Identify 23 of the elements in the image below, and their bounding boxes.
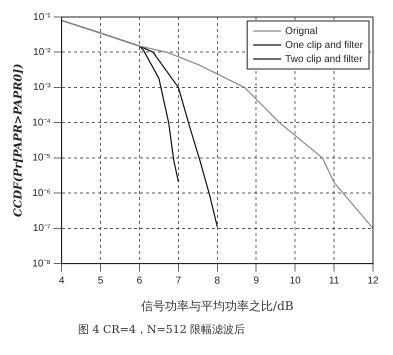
legend-label: Orignal: [285, 26, 318, 37]
x-tick-label: 8: [214, 275, 221, 286]
y-tick-label: 10⁻²: [33, 46, 52, 58]
y-tick-label: 10⁻⁸: [32, 258, 51, 270]
y-axis-title: CCDF(Pr[PAPR>PAPR0]): [11, 64, 24, 218]
x-tick-label: 11: [328, 275, 340, 286]
y-tick-label: 10⁻³: [33, 82, 52, 94]
y-tick-label: 10⁻⁷: [32, 223, 51, 234]
x-tick-label: 7: [176, 275, 182, 286]
x-tick-label: 12: [367, 275, 379, 286]
x-axis-title: 信号功率与平均功率之比/dB: [141, 298, 294, 313]
y-tick-label: 10⁻⁶: [32, 188, 51, 199]
x-tick-label: 10: [290, 275, 302, 286]
x-tick-label: 9: [253, 275, 260, 286]
legend-label: One clip and filter: [285, 40, 364, 51]
caption: 图 4 CR=4，N=512 限幅滤波后: [77, 322, 246, 337]
x-tick-label: 4: [58, 275, 65, 286]
x-tick-label: 6: [136, 275, 143, 286]
y-tick-label: 10⁻¹: [33, 12, 52, 23]
y-tick-label: 10⁻⁴: [32, 117, 51, 128]
legend-label: Two clip and filter: [285, 54, 364, 65]
y-tick-label: 10⁻⁵: [32, 152, 51, 164]
x-tick-label: 5: [98, 275, 104, 286]
